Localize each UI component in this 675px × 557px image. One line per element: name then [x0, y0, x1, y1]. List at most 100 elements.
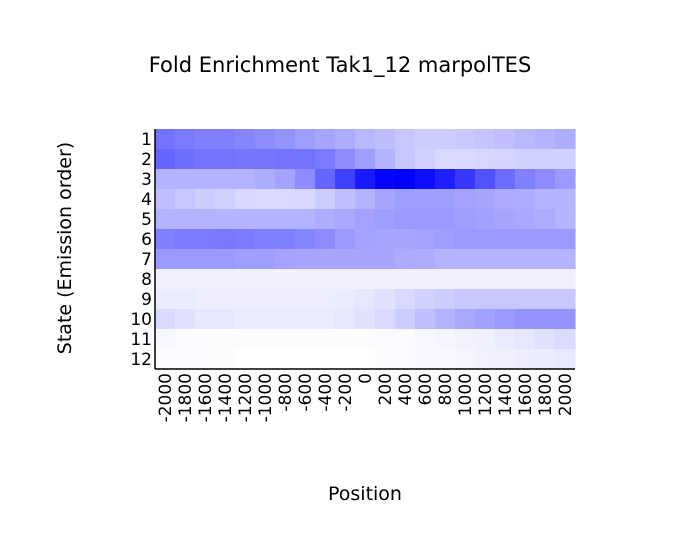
heatmap-cell — [175, 289, 196, 310]
heatmap-cell — [555, 249, 576, 270]
heatmap-cell — [375, 129, 396, 150]
heatmap-cell — [195, 149, 216, 170]
heatmap-cell — [395, 149, 416, 170]
heatmap-cell — [515, 269, 536, 290]
heatmap-cell — [155, 289, 176, 310]
heatmap-cell — [175, 269, 196, 290]
heatmap-cell — [275, 349, 296, 370]
heatmap-cell — [355, 309, 376, 330]
heatmap-cell — [255, 229, 276, 250]
x-axis-label: Position — [328, 483, 402, 505]
heatmap-cell — [495, 309, 516, 330]
heatmap-cell — [295, 189, 316, 210]
heatmap-cell — [155, 329, 176, 350]
x-tick-label: 1000 — [456, 373, 476, 416]
heatmap-cell — [235, 329, 256, 350]
heatmap-cells — [155, 129, 576, 370]
heatmap-cell — [495, 349, 516, 370]
heatmap-cell — [235, 149, 256, 170]
heatmap-cell — [375, 149, 396, 170]
heatmap-cell — [375, 349, 396, 370]
heatmap-cell — [435, 309, 456, 330]
heatmap-cell — [475, 289, 496, 310]
heatmap-cell — [255, 269, 276, 290]
heatmap-cell — [475, 309, 496, 330]
heatmap-cell — [335, 209, 356, 230]
heatmap-cell — [295, 129, 316, 150]
heatmap-cell — [415, 149, 436, 170]
heatmap-cell — [215, 349, 236, 370]
heatmap-cell — [155, 249, 176, 270]
heatmap-cell — [215, 289, 236, 310]
heatmap-cell — [175, 229, 196, 250]
heatmap-cell — [375, 189, 396, 210]
heatmap-cell — [175, 249, 196, 270]
heatmap-cell — [475, 349, 496, 370]
heatmap-cell — [495, 149, 516, 170]
heatmap-cell — [195, 349, 216, 370]
heatmap-cell — [215, 189, 236, 210]
x-tick-label: 2000 — [556, 373, 576, 416]
heatmap-cell — [295, 329, 316, 350]
heatmap-cell — [335, 349, 356, 370]
heatmap-cell — [355, 269, 376, 290]
heatmap-cell — [335, 129, 356, 150]
heatmap-cell — [395, 229, 416, 250]
x-tick-label: -1400 — [216, 373, 236, 422]
heatmap-cell — [555, 309, 576, 330]
heatmap-cell — [375, 269, 396, 290]
heatmap-cell — [275, 129, 296, 150]
heatmap-cell — [435, 249, 456, 270]
heatmap-cell — [475, 329, 496, 350]
x-tick-label: 200 — [376, 373, 396, 405]
heatmap-cell — [175, 169, 196, 190]
x-tick-label: -800 — [276, 373, 296, 412]
heatmap-cell — [495, 329, 516, 350]
heatmap-cell — [415, 349, 436, 370]
heatmap-cell — [355, 169, 376, 190]
heatmap-cell — [515, 149, 536, 170]
heatmap-cell — [335, 309, 356, 330]
heatmap-cell — [455, 289, 476, 310]
heatmap-cell — [155, 229, 176, 250]
y-axis-label: State (Emission order) — [54, 142, 76, 354]
heatmap-axes — [154, 129, 575, 370]
heatmap-cell — [255, 129, 276, 150]
heatmap-cell — [355, 129, 376, 150]
heatmap-cell — [195, 189, 216, 210]
heatmap-cell — [195, 169, 216, 190]
heatmap-cell — [415, 269, 436, 290]
heatmap-cell — [395, 129, 416, 150]
heatmap-cell — [515, 169, 536, 190]
heatmap-cell — [215, 309, 236, 330]
heatmap-cell — [215, 149, 236, 170]
heatmap-cell — [335, 249, 356, 270]
y-tick-label: 11 — [130, 330, 152, 350]
heatmap-cell — [515, 229, 536, 250]
heatmap-cell — [315, 169, 336, 190]
heatmap-cell — [315, 149, 336, 170]
heatmap-cell — [435, 149, 456, 170]
heatmap-cell — [315, 209, 336, 230]
heatmap-cell — [295, 209, 316, 230]
heatmap-cell — [295, 169, 316, 190]
heatmap-cell — [395, 349, 416, 370]
heatmap-cell — [295, 149, 316, 170]
heatmap-cell — [335, 149, 356, 170]
heatmap-cell — [395, 249, 416, 270]
heatmap-cell — [155, 209, 176, 230]
heatmap-cell — [215, 229, 236, 250]
x-tick-label: 400 — [396, 373, 416, 405]
heatmap-cell — [315, 269, 336, 290]
heatmap-cell — [535, 249, 556, 270]
x-tick-label: -600 — [296, 373, 316, 412]
heatmap-cell — [555, 169, 576, 190]
heatmap-cell — [535, 189, 556, 210]
heatmap-cell — [475, 149, 496, 170]
heatmap-cell — [335, 189, 356, 210]
heatmap-cell — [515, 189, 536, 210]
heatmap-cell — [475, 169, 496, 190]
heatmap-cell — [475, 209, 496, 230]
